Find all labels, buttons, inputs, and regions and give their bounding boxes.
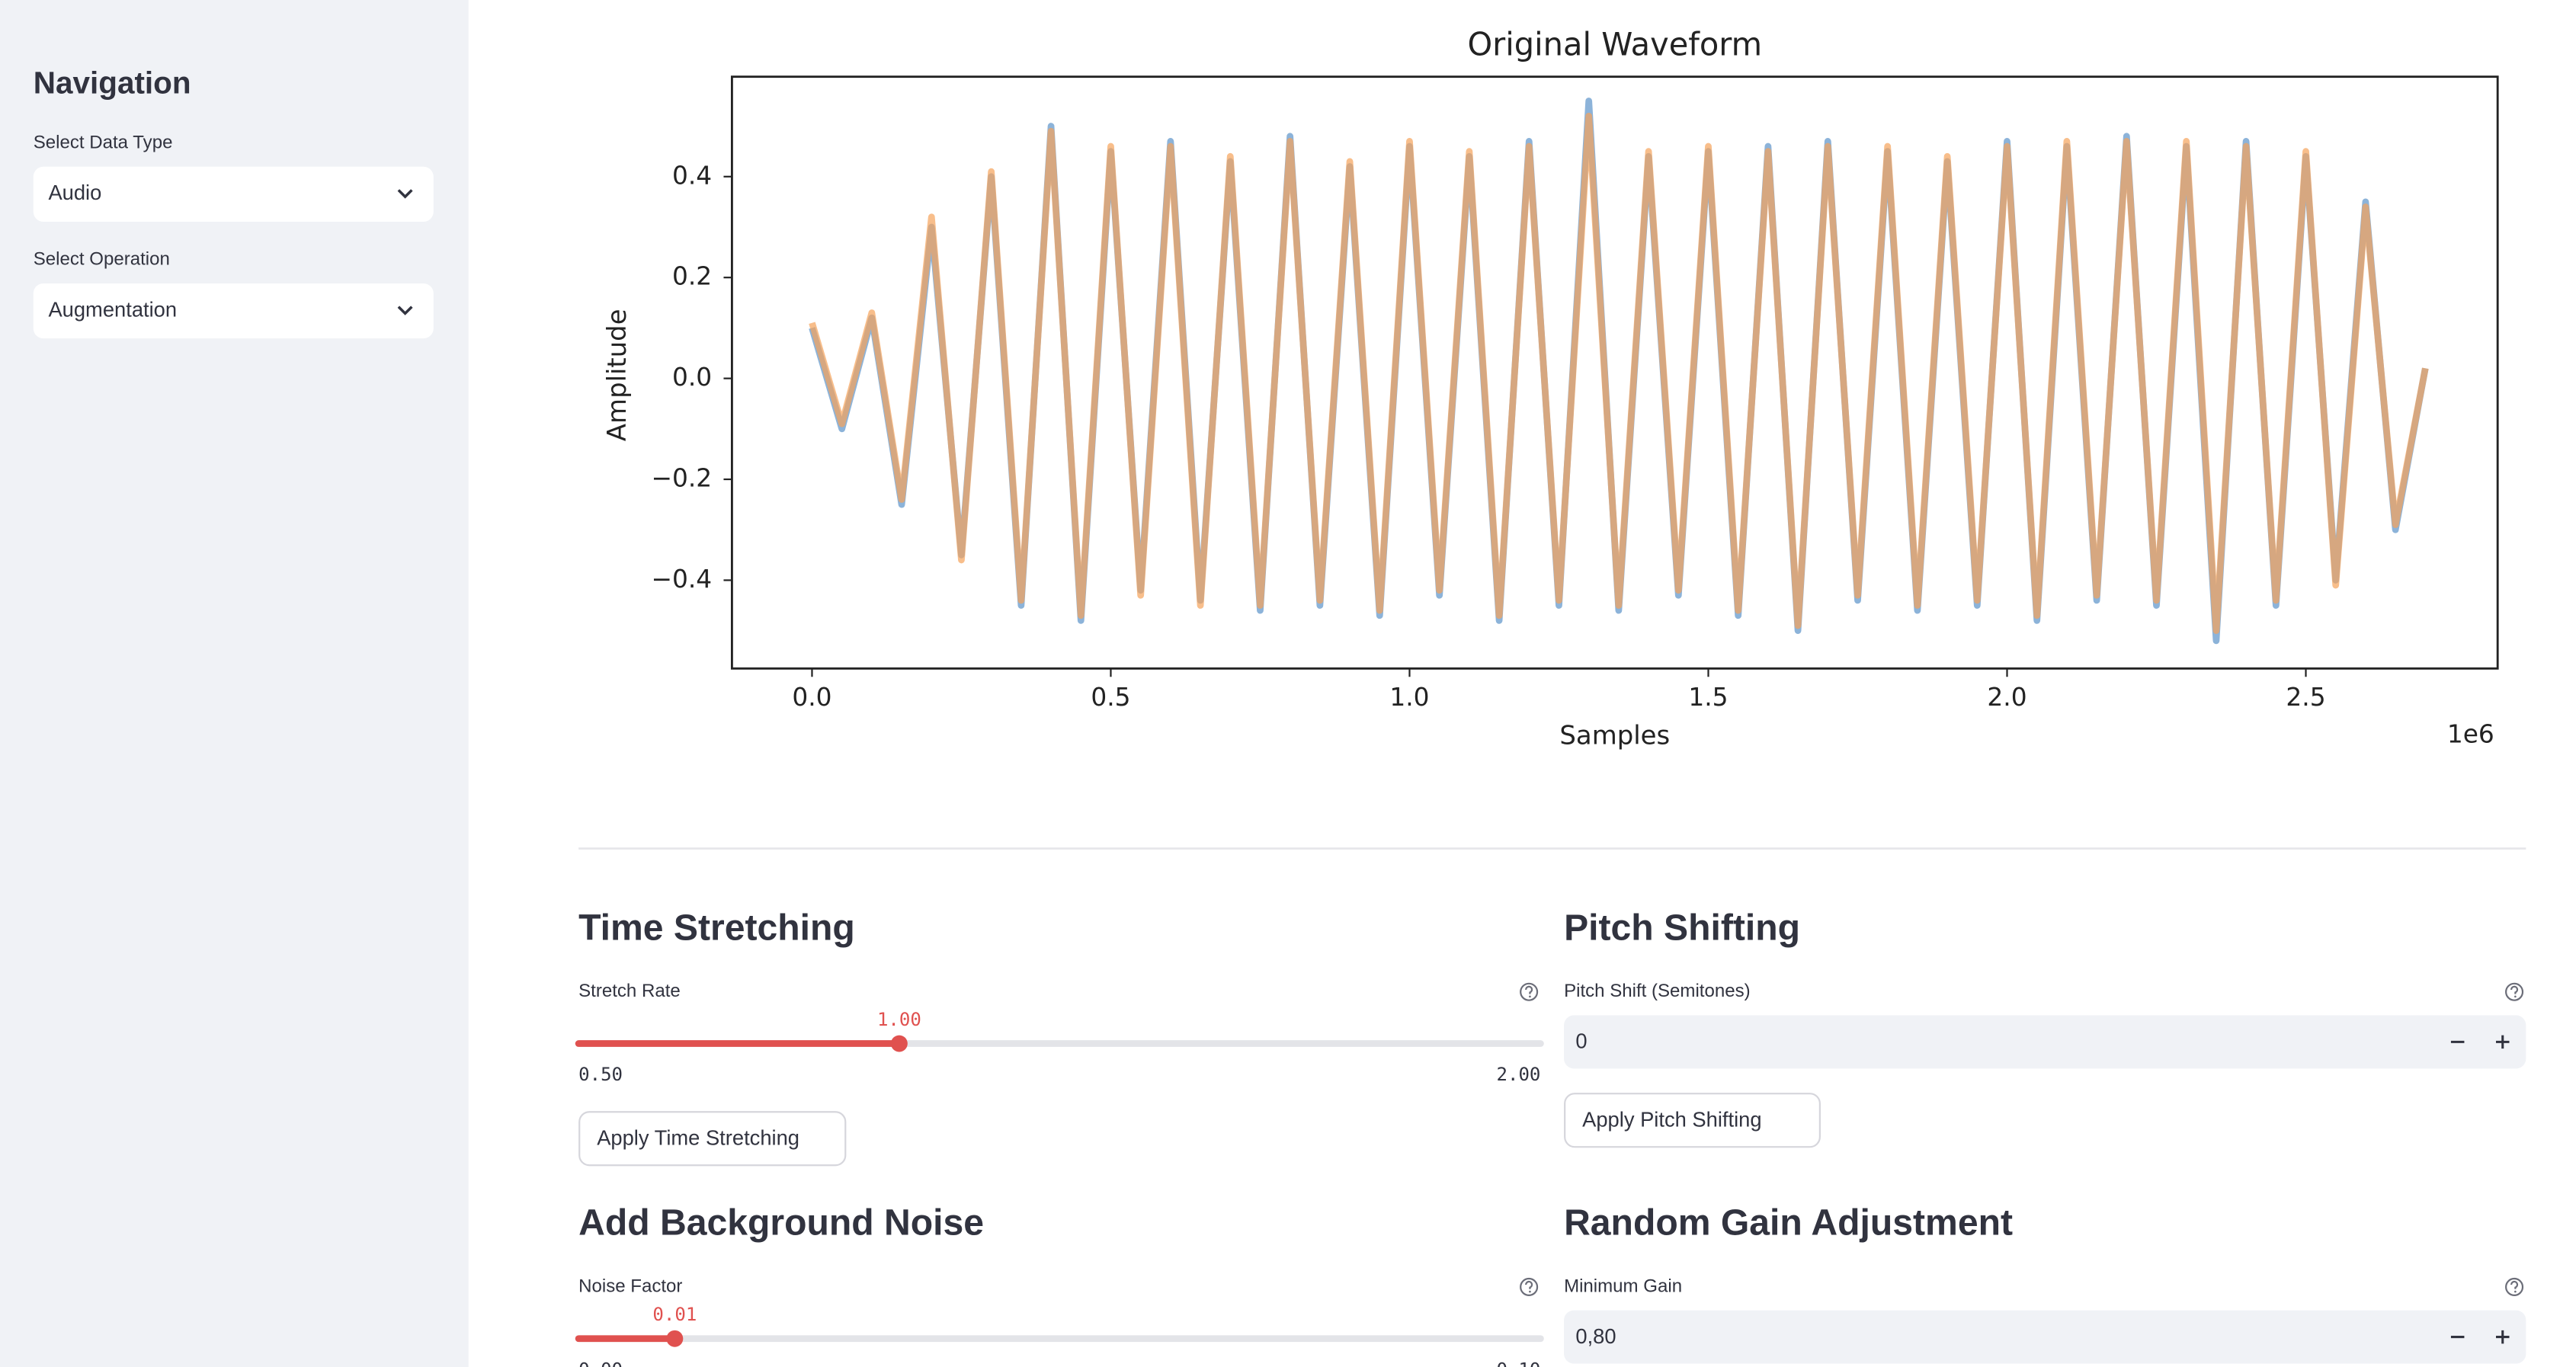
- slider-min: 0.00: [578, 1359, 623, 1367]
- button-label: Apply Time Stretching: [597, 1126, 799, 1150]
- y-tick-label: 0.4: [672, 161, 712, 190]
- slider-value: 0.01: [652, 1304, 697, 1325]
- control-label: Pitch Shift (Semitones): [1564, 981, 1751, 1001]
- x-tick-label: 1.0: [1389, 683, 1429, 712]
- section-title: Add Background Noise: [578, 1202, 984, 1244]
- slider-value: 1.00: [877, 1009, 921, 1030]
- increment-icon: [2495, 1035, 2510, 1049]
- slider-min: 0.50: [578, 1064, 623, 1085]
- number-input[interactable]: [1564, 1310, 2526, 1364]
- chevron-icon: [397, 189, 413, 199]
- select-label: Select Operation: [34, 249, 170, 270]
- y-axis-label: Amplitude: [602, 309, 632, 441]
- help-icon-dot: [2514, 995, 2517, 998]
- control-label: Minimum Gain: [1564, 1276, 1682, 1296]
- action-button[interactable]: [578, 1111, 847, 1167]
- help-icon[interactable]: [2505, 1277, 2524, 1296]
- x-tick-label: 2.5: [2286, 683, 2325, 712]
- select-box[interactable]: [33, 283, 434, 339]
- help-icon[interactable]: [1520, 1277, 1539, 1296]
- help-icon[interactable]: [1520, 982, 1539, 1001]
- section-title: Time Stretching: [578, 907, 855, 948]
- y-tick-label: 0.0: [672, 363, 712, 392]
- help-icon-dot: [1529, 995, 1531, 998]
- number-value: 0,80: [1575, 1324, 1616, 1348]
- sidebar: [0, 0, 469, 1367]
- plot-frame: [730, 75, 2499, 670]
- chart-title: Original Waveform: [1467, 25, 1762, 62]
- help-icon-mark: [1525, 985, 1533, 994]
- select-value: Augmentation: [48, 297, 177, 321]
- help-icon-mark: [2510, 1280, 2519, 1289]
- select-label: Select Data Type: [34, 133, 173, 153]
- sidebar-title: Navigation: [34, 65, 191, 100]
- y-tick-label: −0.4: [652, 565, 713, 594]
- button-label: Apply Pitch Shifting: [1582, 1107, 1761, 1131]
- control-label: Noise Factor: [578, 1276, 682, 1296]
- chevron-icon: [397, 306, 413, 315]
- select-box[interactable]: [33, 166, 434, 222]
- y-tick-label: 0.2: [672, 262, 712, 291]
- x-tick-label: 0.5: [1091, 683, 1130, 712]
- action-button[interactable]: [1564, 1093, 1821, 1148]
- slider-max: 0.10: [1497, 1359, 1541, 1367]
- waveform-line: [809, 98, 2429, 645]
- control-label: Stretch Rate: [578, 981, 681, 1001]
- section-title: Random Gain Adjustment: [1564, 1202, 2013, 1244]
- section-title: Pitch Shifting: [1564, 907, 1800, 948]
- x-tick-label: 2.0: [1987, 683, 2027, 712]
- y-tick-label: −0.2: [652, 464, 713, 493]
- number-value: 0: [1575, 1029, 1587, 1053]
- slider-thumb[interactable]: [890, 1035, 908, 1052]
- help-icon[interactable]: [2505, 982, 2524, 1001]
- slider-max: 2.00: [1497, 1064, 1541, 1085]
- select-value: Audio: [48, 181, 101, 204]
- x-axis-label: Samples: [1559, 721, 1670, 751]
- slider-thumb[interactable]: [666, 1330, 684, 1347]
- x-offset-label: 1e6: [2447, 719, 2494, 748]
- x-tick-label: 0.0: [792, 683, 831, 712]
- number-input[interactable]: [1564, 1015, 2526, 1069]
- help-icon-mark: [2510, 985, 2519, 994]
- help-icon-dot: [2514, 1290, 2517, 1293]
- x-tick-label: 1.5: [1688, 683, 1728, 712]
- help-icon-mark: [1525, 1280, 1533, 1289]
- waveform-line: [809, 112, 2429, 635]
- increment-icon: [2495, 1330, 2510, 1344]
- help-icon-dot: [1529, 1290, 1531, 1293]
